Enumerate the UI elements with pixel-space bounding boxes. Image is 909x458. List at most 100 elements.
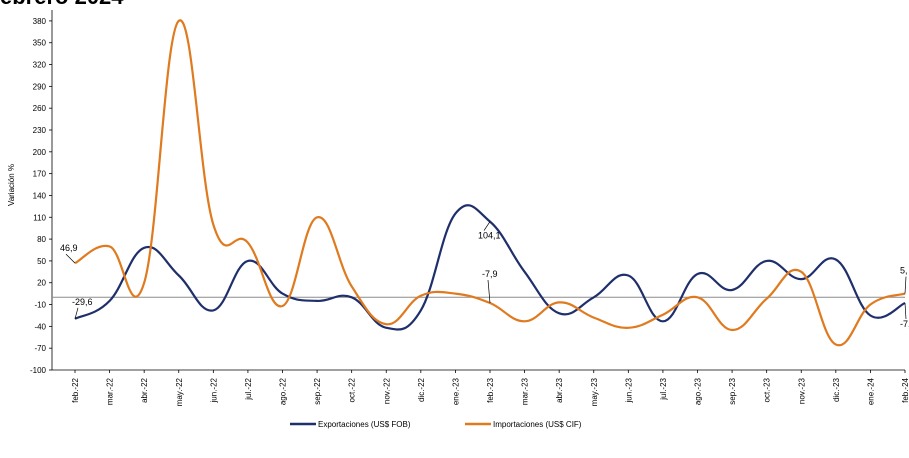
annotation-leader — [65, 253, 76, 264]
y-tick-label: 20 — [37, 279, 46, 288]
data-point — [419, 294, 422, 297]
data-point — [419, 309, 422, 312]
x-tick-label: jul.-22 — [244, 377, 253, 400]
data-label: -7,9 — [900, 319, 909, 329]
data-point — [177, 20, 180, 23]
legend-label: Importaciones (US$ CIF) — [493, 420, 582, 429]
data-point — [731, 329, 734, 332]
legend-label: Exportaciones (US$ FOB) — [318, 420, 411, 429]
data-point — [212, 223, 215, 226]
y-tick-label: 350 — [33, 39, 47, 48]
data-point — [800, 270, 803, 273]
x-tick-label: jun.-22 — [209, 377, 218, 403]
x-tick-label: mar.-23 — [521, 377, 530, 405]
data-point — [662, 320, 665, 323]
x-tick-label: dic.-22 — [417, 377, 426, 402]
data-point — [281, 305, 284, 308]
annotation-leader — [487, 279, 491, 304]
data-point — [350, 285, 353, 288]
data-point — [765, 297, 768, 300]
data-point — [800, 278, 803, 281]
data-point — [834, 258, 837, 261]
data-point — [662, 313, 665, 316]
data-point — [523, 270, 526, 273]
data-point — [108, 245, 111, 248]
x-tick-label: mar.-22 — [106, 377, 115, 405]
data-point — [143, 281, 146, 284]
data-point — [316, 216, 319, 219]
x-tick-label: nov.-23 — [797, 377, 806, 404]
y-tick-label: 230 — [33, 126, 47, 135]
y-tick-label: 50 — [37, 257, 46, 266]
x-tick-label: sep.-23 — [728, 377, 737, 404]
data-point — [523, 320, 526, 323]
data-point — [834, 343, 837, 346]
data-point — [696, 273, 699, 276]
data-label: -7,9 — [482, 269, 498, 279]
data-point — [385, 326, 388, 329]
x-tick-label: oct.-23 — [763, 377, 772, 402]
y-tick-label: 200 — [33, 148, 47, 157]
x-tick-label: may.-23 — [590, 377, 599, 406]
data-point — [731, 289, 734, 292]
annotation-leader — [904, 276, 907, 294]
y-tick-label: 380 — [33, 17, 47, 26]
y-tick-label: 80 — [37, 235, 46, 244]
data-point — [592, 316, 595, 319]
x-tick-label: ene.-23 — [451, 377, 460, 405]
data-point — [316, 300, 319, 303]
annotation-leader — [483, 221, 491, 231]
data-point — [558, 312, 561, 315]
data-point — [247, 260, 250, 263]
data-label: 104,1 — [478, 231, 501, 241]
y-tick-label: 320 — [33, 61, 47, 70]
x-tick-label: jul.-23 — [659, 377, 668, 400]
series-line-0 — [74, 204, 906, 331]
y-tick-label: 140 — [33, 191, 47, 200]
x-tick-label: ago.-22 — [279, 377, 288, 405]
chart-title: ebrero 2024 — [0, 0, 124, 10]
data-point — [281, 292, 284, 295]
data-point — [869, 303, 872, 306]
data-point — [454, 292, 457, 295]
x-tick-label: nov.-22 — [382, 377, 391, 404]
data-point — [350, 296, 353, 299]
data-point — [627, 326, 630, 329]
y-tick-label: 170 — [33, 170, 47, 179]
data-point — [385, 323, 388, 326]
data-point — [454, 212, 457, 215]
data-label: 46,9 — [60, 243, 78, 253]
data-point — [212, 309, 215, 312]
y-axis-label: Variación % — [7, 164, 16, 206]
x-tick-label: may.-22 — [175, 377, 184, 406]
data-point — [765, 260, 768, 263]
y-tick-label: 260 — [33, 104, 47, 113]
data-point — [696, 296, 699, 299]
data-point — [143, 246, 146, 249]
x-tick-label: dic.-23 — [832, 377, 841, 402]
data-point — [558, 301, 561, 304]
data-point — [869, 314, 872, 317]
data-label: 5, — [900, 266, 908, 276]
y-tick-label: -100 — [30, 366, 47, 375]
x-tick-label: oct.-22 — [348, 377, 357, 402]
series-line-1 — [74, 19, 906, 347]
x-tick-label: jun.-23 — [624, 377, 633, 403]
y-tick-label: 290 — [33, 82, 47, 91]
y-tick-label: -10 — [34, 301, 46, 310]
y-tick-label: -40 — [34, 322, 46, 331]
annotation-leader — [74, 307, 79, 319]
y-tick-label: -70 — [34, 344, 46, 353]
x-tick-label: ago.-23 — [694, 377, 703, 405]
x-tick-label: abr.-23 — [555, 377, 564, 402]
data-point — [592, 296, 595, 299]
data-point — [247, 241, 250, 244]
data-point — [177, 274, 180, 277]
y-tick-label: 110 — [33, 213, 46, 222]
x-tick-label: feb.-23 — [486, 377, 495, 402]
annotation-leader — [904, 302, 907, 320]
data-point — [108, 300, 111, 303]
x-tick-label: abr.-22 — [140, 377, 149, 402]
x-tick-label: feb.-24 — [901, 377, 909, 402]
